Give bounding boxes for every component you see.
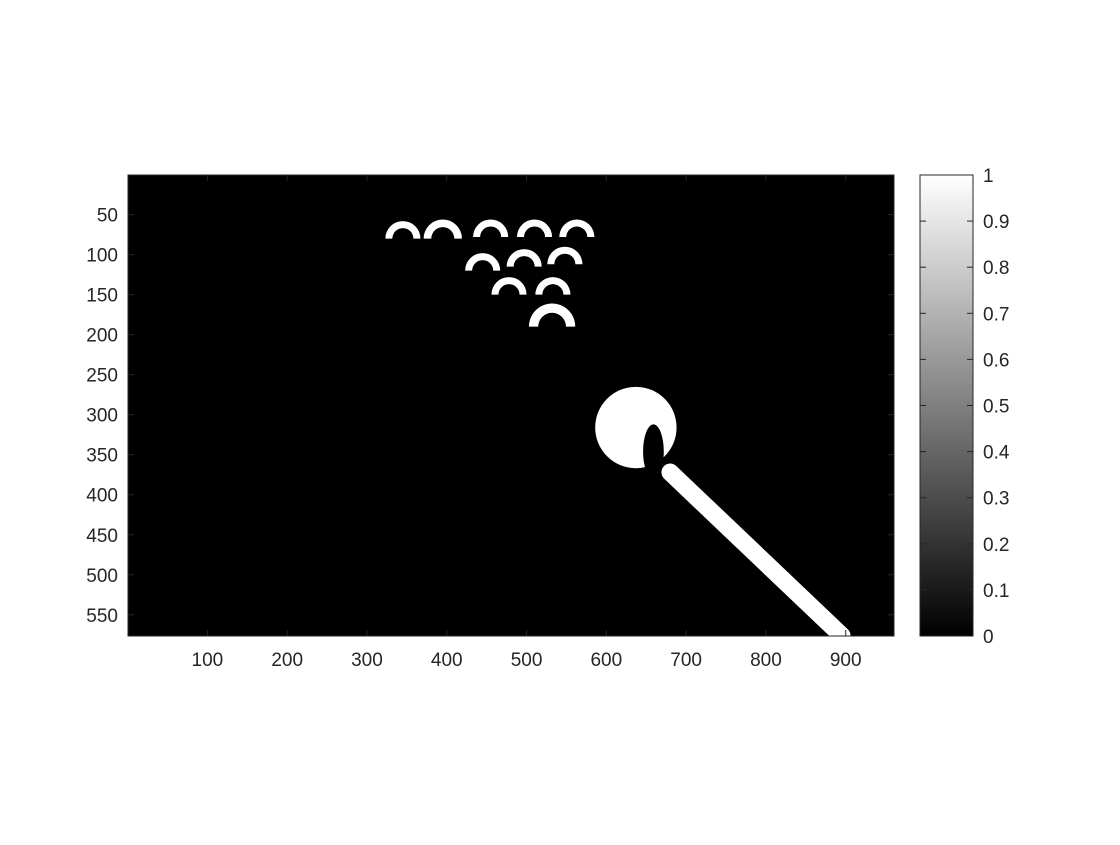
x-tick-label: 800 (750, 650, 782, 671)
y-tick-label: 100 (86, 246, 118, 267)
colorbar-tick-label: 0.4 (983, 443, 1010, 464)
ball-highlight (491, 277, 527, 295)
ball-highlight (385, 221, 421, 239)
y-tick-label: 300 (86, 406, 118, 427)
y-axis: 50 100 150 200 250 300 350 400 450 500 550 (86, 206, 894, 627)
colorbar-tick-label: 0.7 (983, 304, 1009, 325)
cue-ball (595, 386, 677, 469)
x-tick-label: 400 (431, 650, 463, 671)
ball-highlight (465, 253, 501, 271)
x-tick-label: 100 (192, 650, 224, 671)
ball-highlight (559, 219, 595, 238)
ball-highlight (423, 219, 462, 239)
cue-stick (661, 463, 851, 636)
colorbar-tick-label: 0.6 (983, 350, 1009, 371)
colorbar-tick-label: 0.3 (983, 489, 1009, 510)
y-tick-label: 150 (86, 286, 118, 307)
y-tick-label: 350 (86, 446, 118, 467)
y-tick-label: 500 (86, 566, 118, 587)
x-tick-label: 700 (670, 650, 702, 671)
y-tick-label: 200 (86, 326, 118, 347)
y-tick-label: 450 (86, 526, 118, 547)
y-tick-label: 50 (97, 206, 118, 227)
ball-highlight (547, 246, 583, 265)
y-tick-label: 550 (86, 606, 118, 627)
ball-highlight (506, 249, 542, 267)
colorbar-tick-label: 0.5 (983, 397, 1009, 418)
cue-tip (662, 464, 678, 480)
colorbar-axis: 0 0.1 0.2 0.3 0.4 0.5 0.6 0.7 0.8 0.9 1 (920, 166, 1010, 648)
x-axis: 100 200 300 400 500 600 700 800 900 (192, 175, 862, 671)
cue-ball-shadow (643, 424, 664, 479)
colorbar-tick-label: 0 (983, 627, 994, 648)
ball-highlight (528, 303, 576, 327)
ball-highlight (516, 219, 553, 238)
ball-highlight (473, 219, 509, 238)
colorbar-tick-label: 0.9 (983, 212, 1009, 233)
y-tick-label: 250 (86, 366, 118, 387)
axes-frame (127, 174, 895, 637)
colorbar-tick-label: 1 (983, 166, 994, 187)
colorbar-tick-label: 0.1 (983, 581, 1009, 602)
colorbar (919, 174, 974, 637)
x-tick-label: 300 (351, 650, 383, 671)
y-tick-label: 400 (86, 486, 118, 507)
colorbar-tick-label: 0.2 (983, 535, 1009, 556)
x-tick-label: 600 (590, 650, 622, 671)
x-tick-label: 200 (271, 650, 303, 671)
x-tick-label: 500 (511, 650, 543, 671)
x-tick-label: 900 (830, 650, 862, 671)
image-content (385, 219, 851, 636)
ball-highlight (535, 277, 571, 295)
colorbar-tick-label: 0.8 (983, 258, 1009, 279)
